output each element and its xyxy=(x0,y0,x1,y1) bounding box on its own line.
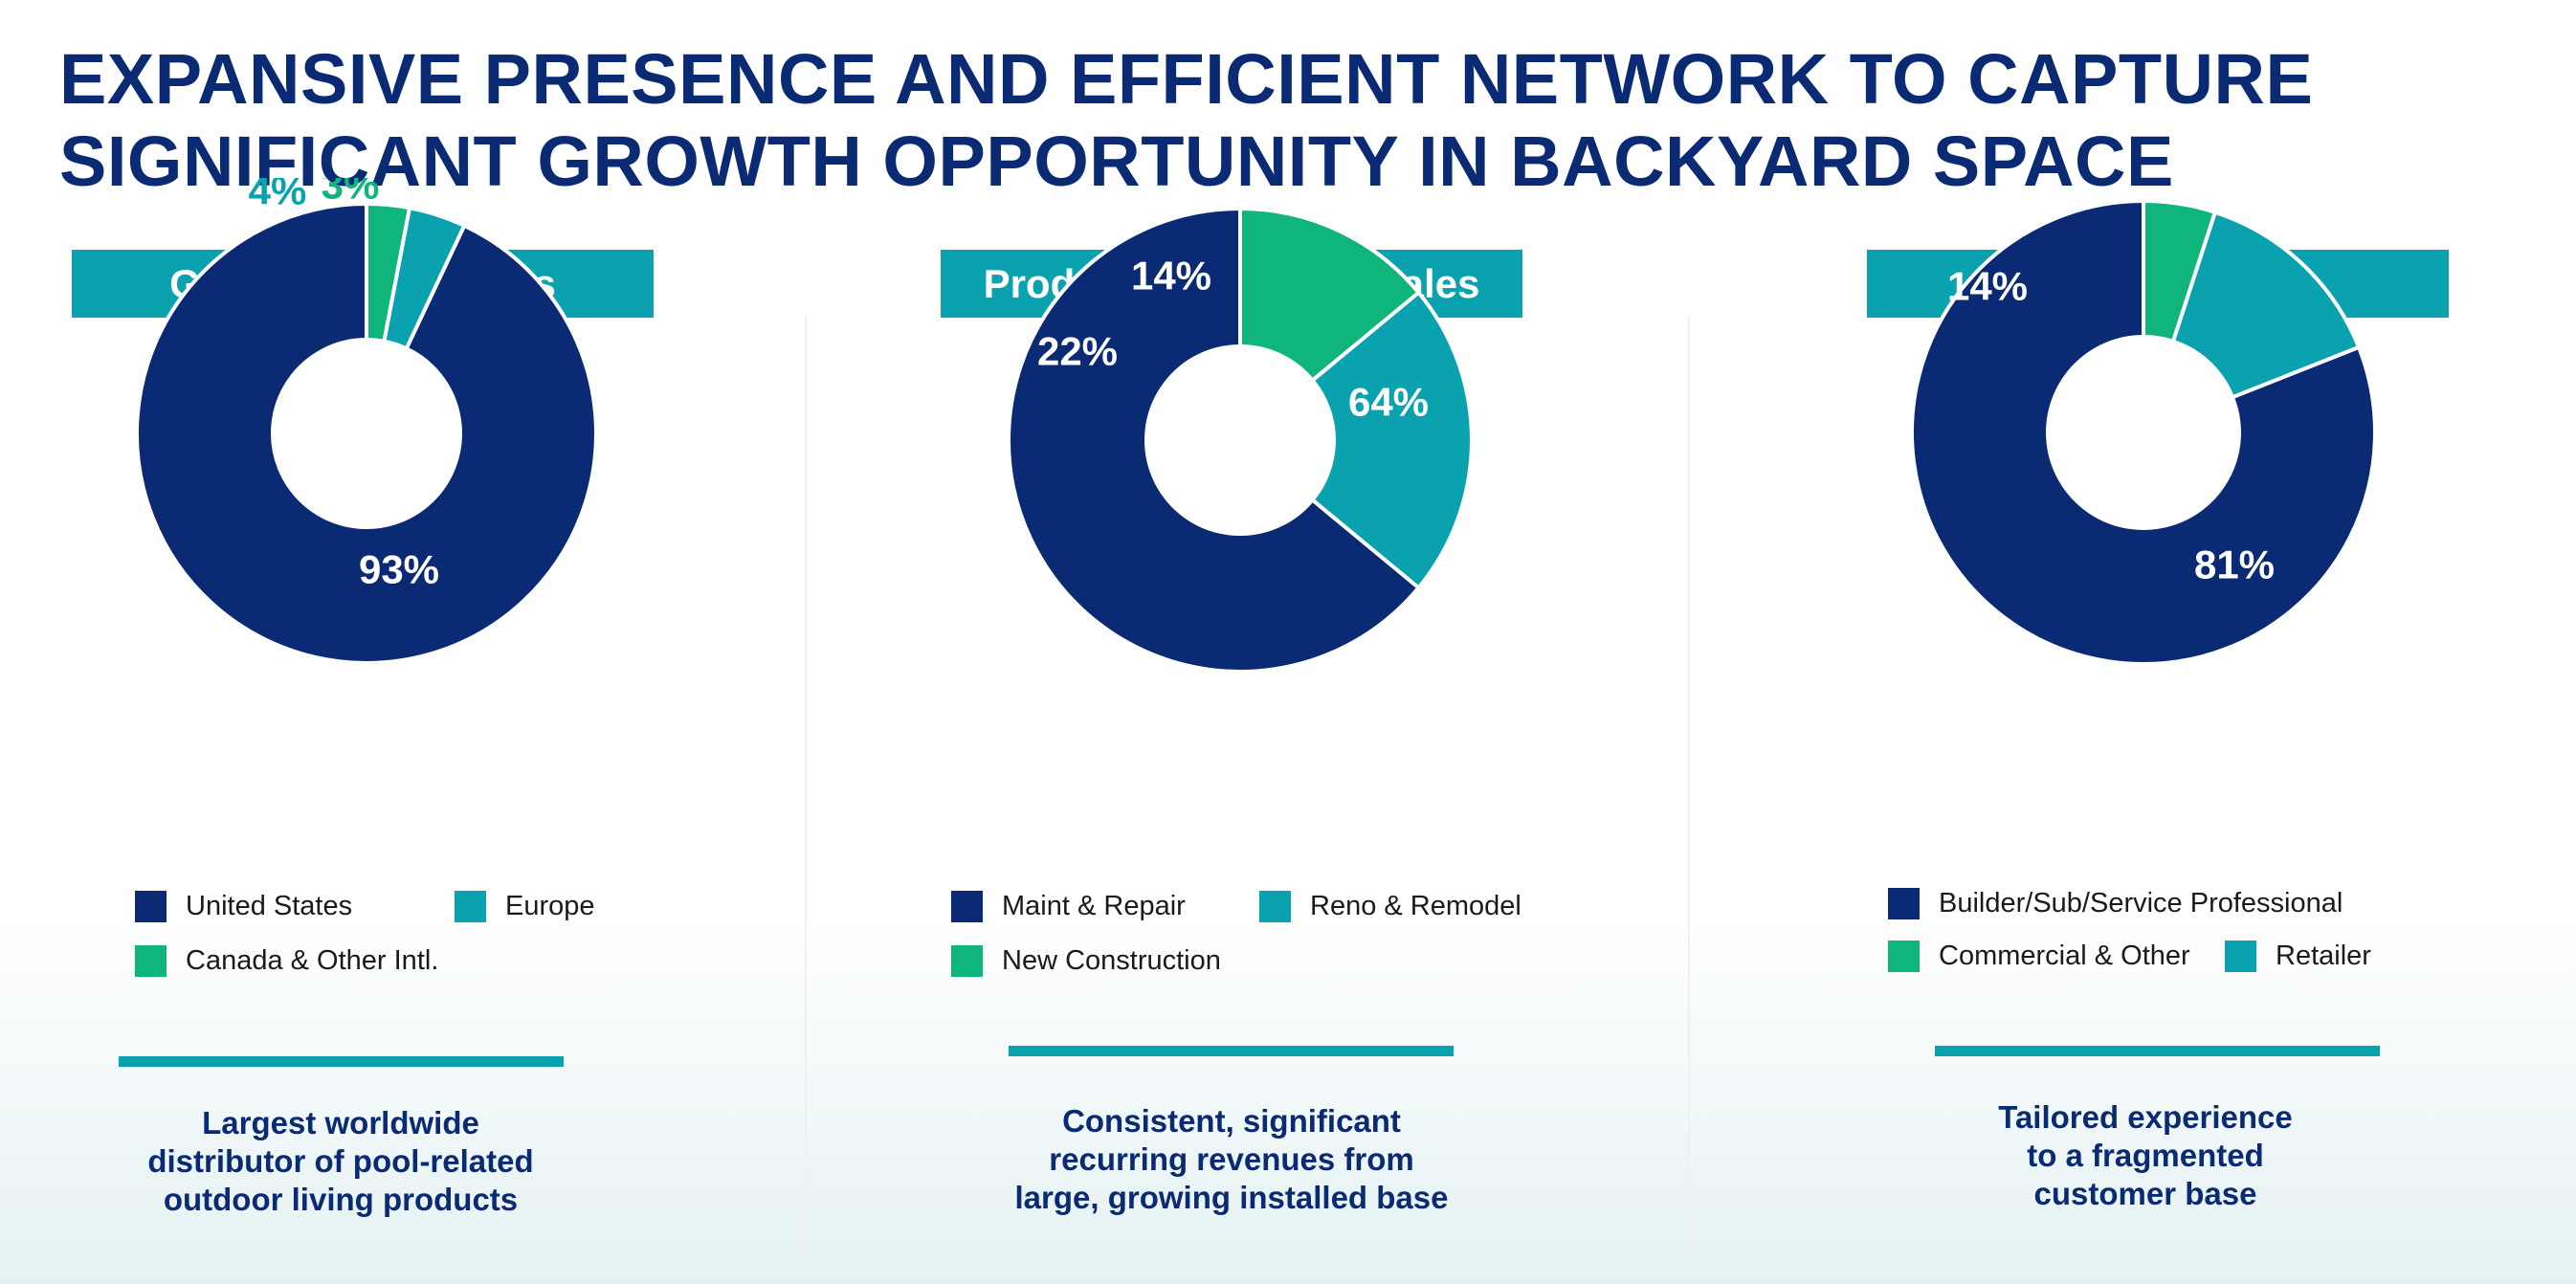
legend-item-builder-sub-service-professional: Builder/Sub/Service Professional xyxy=(1888,884,2343,922)
legend-label: United States xyxy=(186,890,353,921)
legend-label: Europe xyxy=(505,890,595,921)
caption-line: outdoor living products xyxy=(163,1182,519,1217)
data-label-united-states: 93% xyxy=(359,547,439,592)
caption-line: Tailored experience xyxy=(1998,1099,2293,1135)
legend-label: New Construction xyxy=(1002,944,1221,976)
legend-item-new-construction: New Construction xyxy=(951,941,1221,980)
pie-slice-maint-repair xyxy=(1007,207,1421,674)
legend-label: Maint & Repair xyxy=(1002,890,1186,921)
pie-slice-commercial-other xyxy=(2142,199,2217,343)
data-label-retailer: 14% xyxy=(1947,264,2028,309)
caption-line: distributor of pool-related xyxy=(147,1143,534,1179)
accent-bar xyxy=(1935,1046,2380,1056)
legend-label: Retailer xyxy=(2276,940,2371,971)
legend-item-europe: Europe xyxy=(455,887,595,925)
legend-swatch xyxy=(135,890,167,922)
page-title-line-1: EXPANSIVE PRESENCE AND EFFICIENT NETWORK… xyxy=(59,39,2314,119)
legend-label: Reno & Remodel xyxy=(1310,890,1521,921)
legend-item-commercial-other: Commercial & Other xyxy=(1888,937,2190,975)
data-label-maint-repair: 64% xyxy=(1348,380,1429,425)
pie-slice-builder-sub-service-professional xyxy=(1910,199,2377,666)
caption-line: to a fragmented xyxy=(2027,1138,2264,1173)
caption-line: large, growing installed base xyxy=(1014,1180,1449,1215)
data-label-reno-remodel: 22% xyxy=(1037,329,1118,374)
geographic-markets-donut-chart: 93% 4% 3% xyxy=(135,178,598,665)
pie-slice-united-states xyxy=(135,202,598,665)
accent-bar xyxy=(1009,1046,1454,1056)
caption-line: customer base xyxy=(2033,1176,2257,1211)
legend-swatch xyxy=(951,944,983,977)
legend-swatch xyxy=(1259,890,1291,922)
data-label-commercial-other: 5% xyxy=(2073,178,2131,187)
legend-swatch xyxy=(1888,887,1920,919)
data-label-europe: 4% xyxy=(249,178,307,213)
legend-item-canada-other-intl: Canada & Other Intl. xyxy=(135,941,438,980)
pie-slice-canada-other-intl xyxy=(365,202,411,343)
page-title-line-2: SIGNIFICANT GROWTH OPPORTUNITY IN BACKYA… xyxy=(59,122,2174,201)
pie-slice-retailer xyxy=(2170,210,2362,400)
data-label-canada-other-intl: 3% xyxy=(322,178,380,208)
legend-label: Builder/Sub/Service Professional xyxy=(1939,887,2343,919)
legend-item-retailer: Retailer xyxy=(2225,937,2371,975)
caption-line: Largest worldwide xyxy=(202,1105,479,1140)
customer-mix-donut-chart: 81% 14% 5% xyxy=(1910,178,2377,666)
legend-swatch xyxy=(951,890,983,922)
geographic-markets-caption: Largest worldwide distributor of pool-re… xyxy=(6,1104,676,1219)
column-divider xyxy=(1688,316,1690,1253)
product-application-sales-caption: Consistent, significant recurring revenu… xyxy=(897,1102,1566,1217)
legend-item-reno-remodel: Reno & Remodel xyxy=(1259,887,1521,925)
caption-line: Consistent, significant xyxy=(1062,1103,1401,1139)
data-label-new-construction: 14% xyxy=(1131,254,1211,299)
legend-swatch xyxy=(1888,940,1920,972)
legend-label: Commercial & Other xyxy=(1939,940,2190,971)
legend-swatch xyxy=(135,944,167,977)
legend-item-maint-repair: Maint & Repair xyxy=(951,887,1186,925)
page-title: EXPANSIVE PRESENCE AND EFFICIENT NETWORK… xyxy=(59,38,2452,203)
legend-swatch xyxy=(455,890,486,922)
data-label-builder-sub-service-professional: 81% xyxy=(2194,542,2275,587)
pie-slice-new-construction xyxy=(1238,207,1421,383)
legend-label: Canada & Other Intl. xyxy=(186,944,439,976)
product-application-sales-donut-chart: 64% 22% 14% xyxy=(1007,207,1474,674)
column-divider xyxy=(805,316,807,1253)
customer-mix-caption: Tailored experience to a fragmented cust… xyxy=(1810,1098,2480,1213)
caption-line: recurring revenues from xyxy=(1049,1141,1414,1177)
pie-slice-reno-remodel xyxy=(1310,290,1474,590)
accent-bar xyxy=(119,1056,564,1067)
legend-item-united-states: United States xyxy=(135,887,352,925)
legend-swatch xyxy=(2225,940,2256,972)
